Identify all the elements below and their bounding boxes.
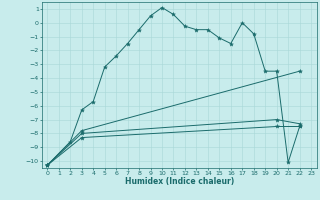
X-axis label: Humidex (Indice chaleur): Humidex (Indice chaleur): [124, 177, 234, 186]
